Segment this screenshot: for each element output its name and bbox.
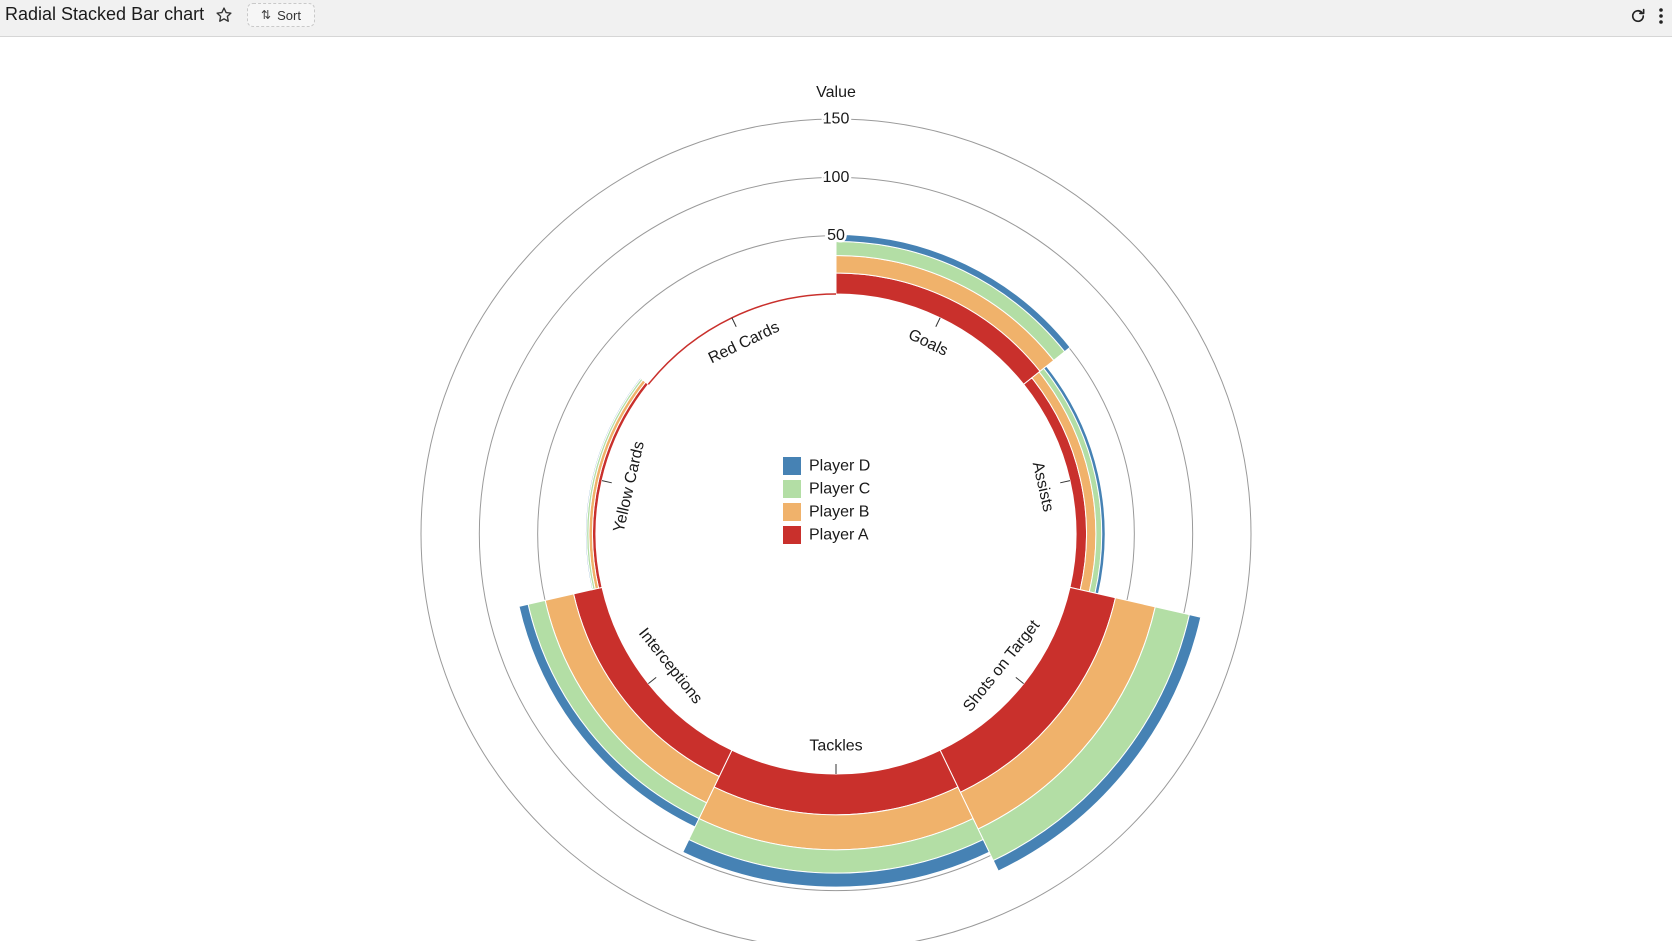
axis-tick-label-150: 150: [823, 111, 850, 128]
favorite-button[interactable]: [212, 3, 236, 27]
category-tick: [648, 677, 657, 685]
chart-header: Radial Stacked Bar chart ⇅ Sort: [0, 0, 1672, 37]
legend-label-player-c: Player C: [809, 481, 870, 498]
category-tick: [731, 317, 737, 327]
sort-button[interactable]: ⇅ Sort: [247, 3, 315, 27]
category-label-goals: Goals: [905, 326, 950, 359]
bar-tackles-player-d[interactable]: [682, 838, 990, 888]
axis-title: Value: [816, 84, 856, 101]
legend-label-player-d: Player D: [809, 458, 870, 475]
legend-swatch-player-d: [783, 457, 801, 475]
star-icon: [216, 7, 232, 22]
legend-label-player-a: Player A: [809, 527, 869, 544]
category-label-yellow-cards: Yellow Cards: [611, 440, 648, 534]
category-tick: [1060, 480, 1071, 484]
sort-icon: ⇅: [261, 8, 272, 22]
more-vertical-icon: [1659, 8, 1663, 24]
category-tick: [1015, 677, 1024, 685]
category-label-assists: Assists: [1029, 460, 1057, 513]
bar-yellow-cards-player-d[interactable]: [585, 377, 642, 591]
category-tick: [601, 480, 612, 484]
axis-tick-label-50: 50: [827, 227, 845, 244]
legend: Player D Player C Player B Player A: [783, 457, 870, 544]
bar-goals-player-d[interactable]: [835, 233, 1071, 353]
category-label-tackles: Tackles: [809, 738, 862, 755]
legend-swatch-player-b: [783, 503, 801, 521]
axis-tick-label-100: 100: [823, 169, 850, 186]
legend-swatch-player-c: [783, 480, 801, 498]
sort-label: Sort: [277, 7, 301, 23]
category-tick: [935, 317, 941, 327]
legend-swatch-player-a: [783, 526, 801, 544]
chart-area: Goals Assists Shots on Target Tackles Interc…: [0, 37, 1672, 946]
more-options-button[interactable]: [1654, 4, 1668, 28]
chart-title: Radial Stacked Bar chart: [5, 4, 205, 24]
grid-circle-100: [478, 176, 1194, 892]
legend-label-player-b: Player B: [809, 504, 869, 521]
bar-shots-on-target-player-d[interactable]: [992, 614, 1202, 872]
bar-interceptions-player-d[interactable]: [518, 603, 700, 828]
refresh-icon: [1631, 8, 1645, 23]
bar-layer: [518, 233, 1202, 888]
refresh-button[interactable]: [1626, 4, 1650, 28]
grid-circle-150: [420, 118, 1252, 946]
